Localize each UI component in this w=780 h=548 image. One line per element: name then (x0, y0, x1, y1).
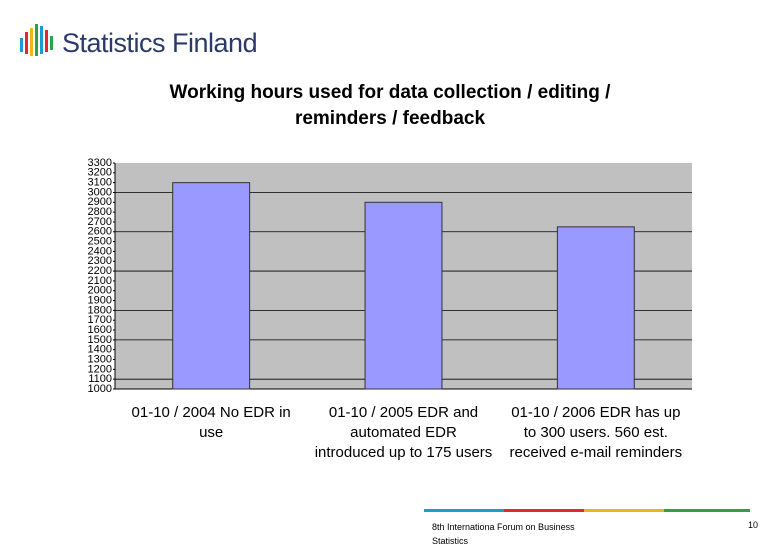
bar (172, 182, 251, 390)
x-tick-label: 01-10 / 2004 No EDR in use (131, 404, 291, 441)
y-tick-label: 3100 (88, 177, 112, 189)
y-tick-label: 2400 (88, 245, 112, 257)
y-tick-label: 1000 (88, 383, 112, 395)
footer-text: 8th Internationa Forum on Business Stati… (432, 522, 575, 546)
y-tick-label: 2300 (88, 255, 112, 267)
y-tick-label: 2900 (88, 196, 112, 208)
y-tick-label: 2600 (88, 226, 112, 238)
y-tick-label: 1400 (88, 344, 112, 356)
y-tick-label: 2500 (88, 236, 112, 248)
page-number: 10 (748, 520, 759, 530)
logo-text: Statistics Finland (62, 28, 258, 58)
y-tick-label: 1700 (88, 314, 112, 326)
x-tick-label: 01-10 / 2006 EDR has up to 300 users. 56… (509, 404, 683, 461)
bar (364, 201, 443, 390)
logo-icon (20, 24, 53, 56)
y-tick-label: 1300 (88, 353, 112, 365)
bar (556, 226, 635, 390)
y-tick-label: 3000 (88, 186, 112, 198)
y-tick-label: 3300 (88, 157, 112, 169)
footer-rule (424, 509, 750, 512)
y-tick-label: 2200 (88, 265, 112, 277)
y-tick-label: 1500 (88, 334, 112, 346)
y-tick-label: 1100 (88, 373, 112, 385)
y-tick-label: 2800 (88, 206, 112, 218)
y-tick-label: 1800 (88, 304, 112, 316)
x-tick-label: 01-10 / 2005 EDR and automated EDR intro… (314, 404, 493, 461)
y-tick-label: 2000 (88, 285, 112, 297)
y-tick-label: 1200 (88, 363, 112, 375)
y-tick-label: 1900 (88, 294, 112, 306)
y-tick-label: 3200 (88, 167, 112, 179)
y-tick-label: 2700 (88, 216, 112, 228)
chart-title: Working hours used for data collection /… (169, 82, 611, 129)
y-tick-label: 2100 (88, 275, 112, 287)
y-tick-label: 1600 (88, 324, 112, 336)
